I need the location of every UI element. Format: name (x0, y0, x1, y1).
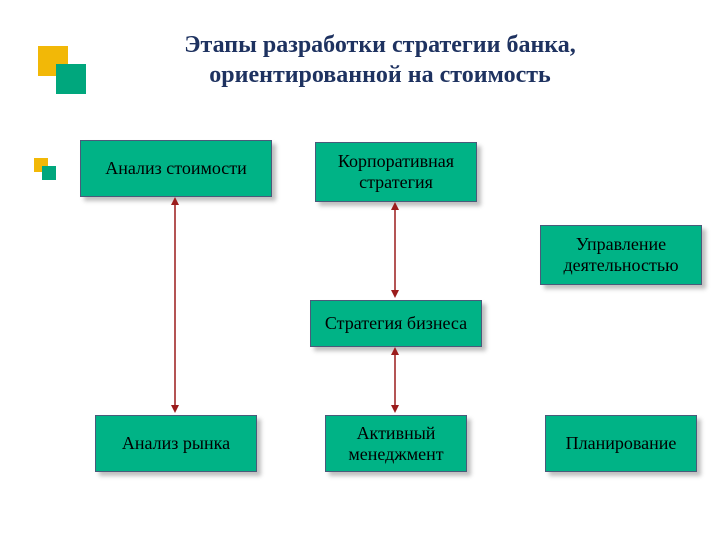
node-planning-label: Планирование (566, 433, 677, 454)
title-line1: Этапы разработки стратегии банка, (184, 32, 576, 58)
node-active-mgmt: Активныйменеджмент (325, 415, 467, 472)
page-title: Этапы разработки стратегии банка, ориент… (130, 30, 630, 90)
node-corp-strategy: Корпоративнаястратегия (315, 142, 477, 202)
title-line2: ориентированной на стоимость (209, 62, 550, 88)
node-corp-strategy-label: Корпоративнаястратегия (338, 151, 454, 193)
node-active-mgmt-label: Активныйменеджмент (348, 423, 443, 465)
node-activity-mgmt: Управлениедеятельностью (540, 225, 702, 285)
node-market-analysis: Анализ рынка (95, 415, 257, 472)
node-planning: Планирование (545, 415, 697, 472)
node-biz-strategy-label: Стратегия бизнеса (325, 313, 467, 334)
deco-green-big (56, 64, 86, 94)
node-activity-mgmt-label: Управлениедеятельностью (563, 234, 678, 276)
node-cost-analysis: Анализ стоимости (80, 140, 272, 197)
node-cost-analysis-label: Анализ стоимости (105, 158, 247, 179)
node-biz-strategy: Стратегия бизнеса (310, 300, 482, 347)
node-market-analysis-label: Анализ рынка (122, 433, 230, 454)
deco-green-small (42, 166, 56, 180)
